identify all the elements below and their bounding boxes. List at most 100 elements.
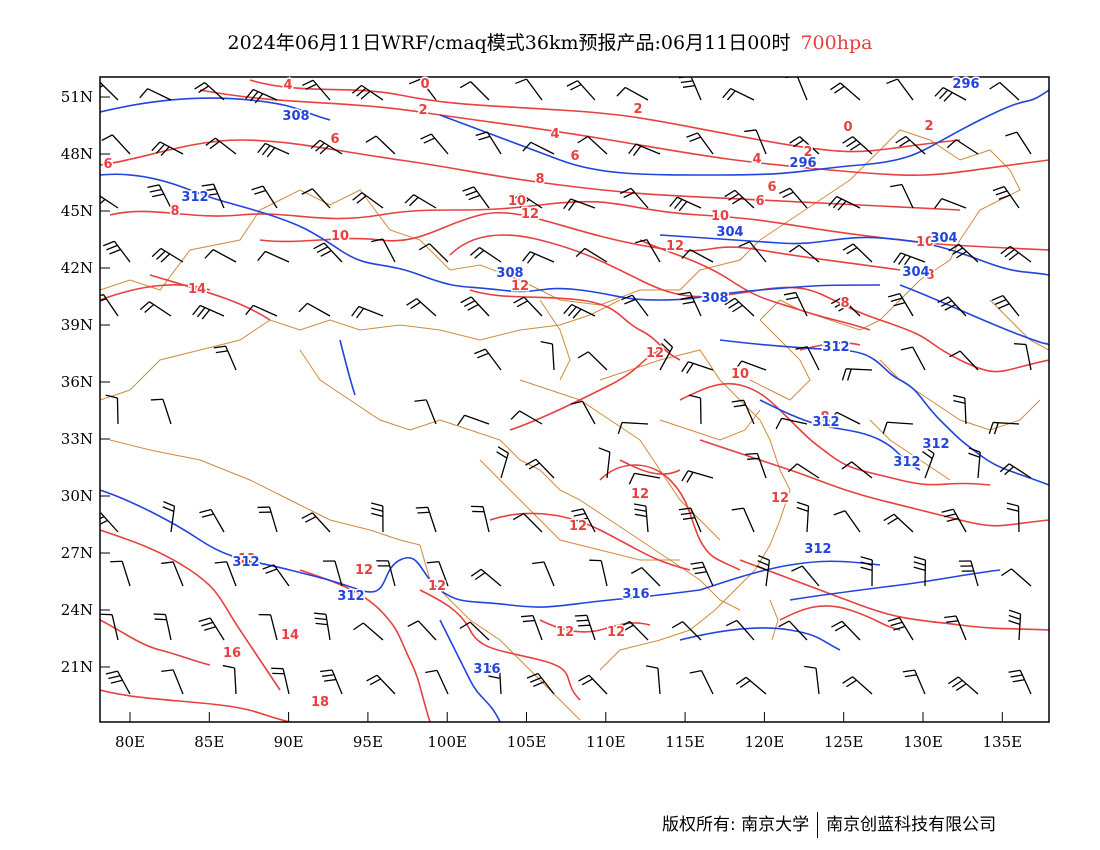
height-contour-label: 296 <box>952 77 979 92</box>
wind-barb <box>147 184 172 209</box>
wind-barb <box>110 560 131 587</box>
wind-barb <box>1005 131 1032 155</box>
wind-barb <box>513 296 543 317</box>
temperature-contour-label: 16 <box>223 646 241 661</box>
height-contour-label: 304 <box>930 231 957 246</box>
lon-tick-label: 135E <box>983 733 1023 751</box>
wind-barb <box>778 620 808 641</box>
wind-barb <box>457 414 490 426</box>
wind-barb <box>496 446 509 479</box>
wind-barb <box>258 613 278 641</box>
wind-barb <box>882 421 914 434</box>
wind-barb <box>893 252 926 267</box>
wind-barb <box>678 507 702 533</box>
wind-barb <box>1008 609 1022 641</box>
wind-barb <box>460 296 490 317</box>
wind-barb <box>633 503 649 533</box>
wind-barb <box>686 132 714 155</box>
wind-barb <box>934 197 967 209</box>
wind-barb <box>199 508 225 533</box>
wind-barb <box>689 670 714 695</box>
wind-barb <box>139 88 172 101</box>
wind-barb <box>301 79 331 101</box>
lat-tick-label: 45N <box>61 202 93 220</box>
wind-barb <box>785 77 808 101</box>
temperature-contour-label: 6 <box>570 149 579 164</box>
wind-barb <box>257 506 278 533</box>
plot-frame <box>99 76 1050 723</box>
wind-barb <box>1006 502 1020 533</box>
wind-barb <box>301 512 331 533</box>
wind-barb <box>563 304 596 319</box>
wind-barb <box>204 249 237 263</box>
copyright-right: 南京创蓝科技有限公司 <box>826 815 997 835</box>
wind-barb <box>105 394 119 425</box>
wind-barb <box>796 501 810 533</box>
wind-barb <box>262 564 290 587</box>
wind-barb <box>922 446 935 479</box>
temperature-contour-label: 10 <box>711 209 729 224</box>
wind-barb <box>578 674 608 695</box>
wind-barb <box>738 241 767 263</box>
wind-barb <box>426 561 449 587</box>
wind-barb <box>566 80 596 101</box>
temperature-contour-label: 2 <box>803 145 812 160</box>
copyright-left: 版权所有: 南京大学 <box>662 815 810 835</box>
wind-barb <box>948 676 979 695</box>
wind-barb <box>575 247 608 263</box>
wind-barb <box>681 249 714 263</box>
wind-barb <box>214 561 237 587</box>
lon-tick-label: 125E <box>824 733 864 751</box>
lon-tick-label: 120E <box>745 733 785 751</box>
wind-barb <box>198 617 225 641</box>
wind-barb <box>900 346 926 371</box>
temperature-contour-label: 6 <box>767 180 776 195</box>
height-contour-label: 312 <box>812 415 839 430</box>
title-main: 2024年06月11日WRF/cmaq模式36km预报产品:06月11日00时 <box>227 32 791 54</box>
temperature-contour-label: 14 <box>188 282 206 297</box>
height-contour-label: 312 <box>337 589 364 604</box>
wind-barb <box>949 350 979 371</box>
latitude-axis: 51N 48N 45N 42N 39N 36N 33N 30N 27N 24N 21N <box>61 88 110 676</box>
temperature-contour-label: 12 <box>238 552 256 567</box>
temperature-contour-label: 4 <box>550 127 559 142</box>
wind-barb <box>525 458 555 479</box>
height-contour-label: 312 <box>232 555 259 570</box>
wind-barb <box>589 559 608 587</box>
wind-barb <box>415 506 437 533</box>
temperature-contour-label: 8 <box>535 172 544 187</box>
wind-barb <box>787 463 820 479</box>
wind-barb <box>841 368 873 381</box>
wind-barb <box>902 669 926 695</box>
wind-barb <box>895 135 926 155</box>
wind-barb <box>101 134 131 155</box>
lat-tick-label: 39N <box>61 316 93 334</box>
lat-tick-label: 33N <box>61 430 93 448</box>
wind-barb <box>161 669 184 695</box>
wind-barb <box>301 188 331 209</box>
wind-barb <box>351 305 384 319</box>
wind-barb <box>574 614 596 641</box>
wind-barb <box>659 338 674 371</box>
lat-tick-label: 42N <box>61 259 93 277</box>
wind-barb <box>734 360 767 372</box>
wind-barb <box>151 247 184 263</box>
temperature-contour-label: 6 <box>330 132 339 147</box>
wind-barb <box>946 139 979 155</box>
lon-tick-label: 90E <box>274 733 304 751</box>
height-contour-label: 312 <box>181 190 208 205</box>
wind-barb <box>462 186 490 209</box>
lat-tick-label: 21N <box>61 658 93 676</box>
wind-barb <box>678 77 702 101</box>
lon-tick-label: 130E <box>903 733 943 751</box>
wind-barb <box>681 361 714 374</box>
lon-tick-label: 105E <box>507 733 547 751</box>
height-contour-label: 312 <box>922 437 949 452</box>
height-contour-label: 304 <box>716 225 743 240</box>
wind-barb <box>948 243 979 263</box>
temperature-contour-label: 12 <box>631 487 649 502</box>
lon-tick-label: 110E <box>586 733 626 751</box>
wind-barb <box>577 135 608 155</box>
wind-barb <box>731 507 755 533</box>
